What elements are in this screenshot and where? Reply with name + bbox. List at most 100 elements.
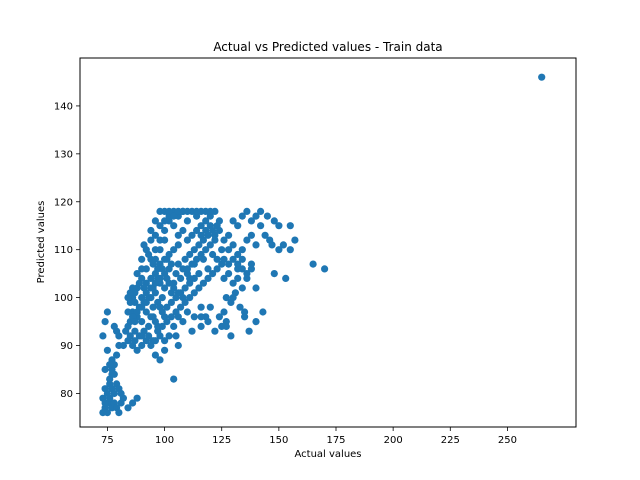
chart-title: Actual vs Predicted values - Train data bbox=[213, 40, 442, 54]
data-point-51 bbox=[149, 303, 157, 311]
data-point-287 bbox=[149, 260, 157, 268]
data-point-299 bbox=[170, 375, 178, 383]
data-point-112 bbox=[186, 294, 194, 302]
data-point-192 bbox=[238, 212, 246, 220]
data-point-290 bbox=[119, 341, 127, 350]
data-point-39 bbox=[108, 370, 116, 378]
data-point-219 bbox=[190, 313, 198, 321]
data-point-27 bbox=[101, 365, 109, 374]
data-point-129 bbox=[179, 226, 187, 235]
data-point-316 bbox=[234, 260, 242, 268]
data-point-291 bbox=[124, 337, 132, 345]
y-axis-ticks: 80 90 100 110 120 130 140 bbox=[54, 101, 80, 400]
data-point-179 bbox=[252, 284, 260, 292]
data-points bbox=[99, 73, 546, 417]
x-axis-title: Actual values bbox=[294, 449, 361, 460]
data-point-163 bbox=[234, 274, 242, 282]
data-point-71 bbox=[195, 241, 203, 249]
data-point-208 bbox=[291, 236, 299, 244]
data-point-230 bbox=[138, 341, 146, 350]
data-point-262 bbox=[147, 284, 155, 292]
data-point-298 bbox=[161, 346, 169, 354]
data-point-213 bbox=[241, 313, 249, 321]
data-point-99 bbox=[215, 217, 223, 225]
data-point-120 bbox=[138, 255, 146, 263]
data-point-170 bbox=[215, 313, 223, 321]
data-point-288 bbox=[145, 250, 153, 259]
data-point-17 bbox=[103, 389, 111, 398]
data-point-222 bbox=[174, 313, 182, 321]
data-point-115 bbox=[199, 279, 207, 287]
y-tick-label-130: 130 bbox=[54, 149, 73, 160]
data-point-265 bbox=[161, 270, 169, 278]
data-point-87 bbox=[161, 226, 169, 235]
data-point-292 bbox=[129, 341, 137, 350]
data-point-62 bbox=[174, 260, 182, 268]
data-point-220 bbox=[183, 308, 191, 316]
data-point-253 bbox=[147, 313, 155, 321]
data-point-76 bbox=[206, 241, 214, 249]
data-point-180 bbox=[225, 246, 233, 254]
data-point-188 bbox=[261, 231, 269, 239]
data-point-297 bbox=[156, 356, 164, 364]
data-point-184 bbox=[243, 236, 251, 244]
data-point-196 bbox=[257, 207, 265, 215]
data-point-315 bbox=[229, 255, 237, 263]
data-point-286 bbox=[154, 265, 162, 273]
data-point-138 bbox=[170, 246, 178, 254]
data-point-164 bbox=[238, 284, 246, 292]
data-point-303 bbox=[124, 294, 132, 302]
data-point-306 bbox=[190, 260, 198, 268]
y-axis-title: Predicted values bbox=[36, 201, 47, 284]
data-point-181 bbox=[229, 241, 237, 249]
data-point-110 bbox=[177, 303, 185, 311]
data-point-211 bbox=[252, 318, 260, 326]
data-point-209 bbox=[286, 222, 294, 230]
data-point-231 bbox=[172, 332, 180, 340]
data-point-176 bbox=[238, 255, 246, 263]
y-tick-label-110: 110 bbox=[54, 245, 73, 256]
data-point-95 bbox=[197, 222, 205, 230]
data-point-142 bbox=[135, 279, 143, 287]
data-point-317 bbox=[238, 265, 246, 273]
data-point-235 bbox=[174, 341, 182, 350]
data-point-278 bbox=[183, 207, 191, 215]
data-point-139 bbox=[174, 241, 182, 249]
data-point-171 bbox=[220, 308, 228, 316]
data-point-127 bbox=[170, 222, 178, 230]
data-point-55 bbox=[158, 294, 166, 302]
x-tick-label-125: 125 bbox=[212, 435, 231, 446]
x-axis-ticks: 75 100 125 150 175 200 225 250 bbox=[101, 427, 517, 446]
data-point-311 bbox=[213, 255, 221, 263]
data-point-237 bbox=[197, 313, 205, 321]
data-point-267 bbox=[170, 284, 178, 292]
data-point-152 bbox=[193, 226, 201, 235]
data-point-247 bbox=[181, 284, 189, 292]
data-point-190 bbox=[229, 217, 237, 225]
data-point-2 bbox=[103, 409, 111, 417]
data-point-314 bbox=[225, 260, 233, 268]
data-point-193 bbox=[243, 207, 251, 215]
data-point-23 bbox=[117, 389, 125, 398]
data-point-43 bbox=[131, 327, 139, 335]
data-point-263 bbox=[151, 279, 159, 287]
data-point-266 bbox=[165, 279, 173, 287]
data-point-203 bbox=[286, 246, 294, 254]
data-point-256 bbox=[124, 308, 132, 316]
data-point-185 bbox=[247, 231, 255, 239]
data-point-133 bbox=[147, 274, 155, 282]
data-point-261 bbox=[142, 289, 150, 297]
data-point-225 bbox=[161, 337, 169, 345]
data-point-296 bbox=[151, 351, 159, 359]
data-point-118 bbox=[213, 265, 221, 273]
data-point-313 bbox=[220, 255, 228, 263]
x-tick-label-75: 75 bbox=[101, 435, 114, 446]
data-point-130 bbox=[133, 270, 141, 278]
data-point-174 bbox=[229, 294, 237, 302]
data-point-161 bbox=[225, 270, 233, 278]
data-point-274 bbox=[165, 207, 173, 215]
data-point-301 bbox=[131, 298, 139, 306]
data-point-254 bbox=[151, 318, 159, 326]
data-point-318 bbox=[243, 270, 251, 278]
